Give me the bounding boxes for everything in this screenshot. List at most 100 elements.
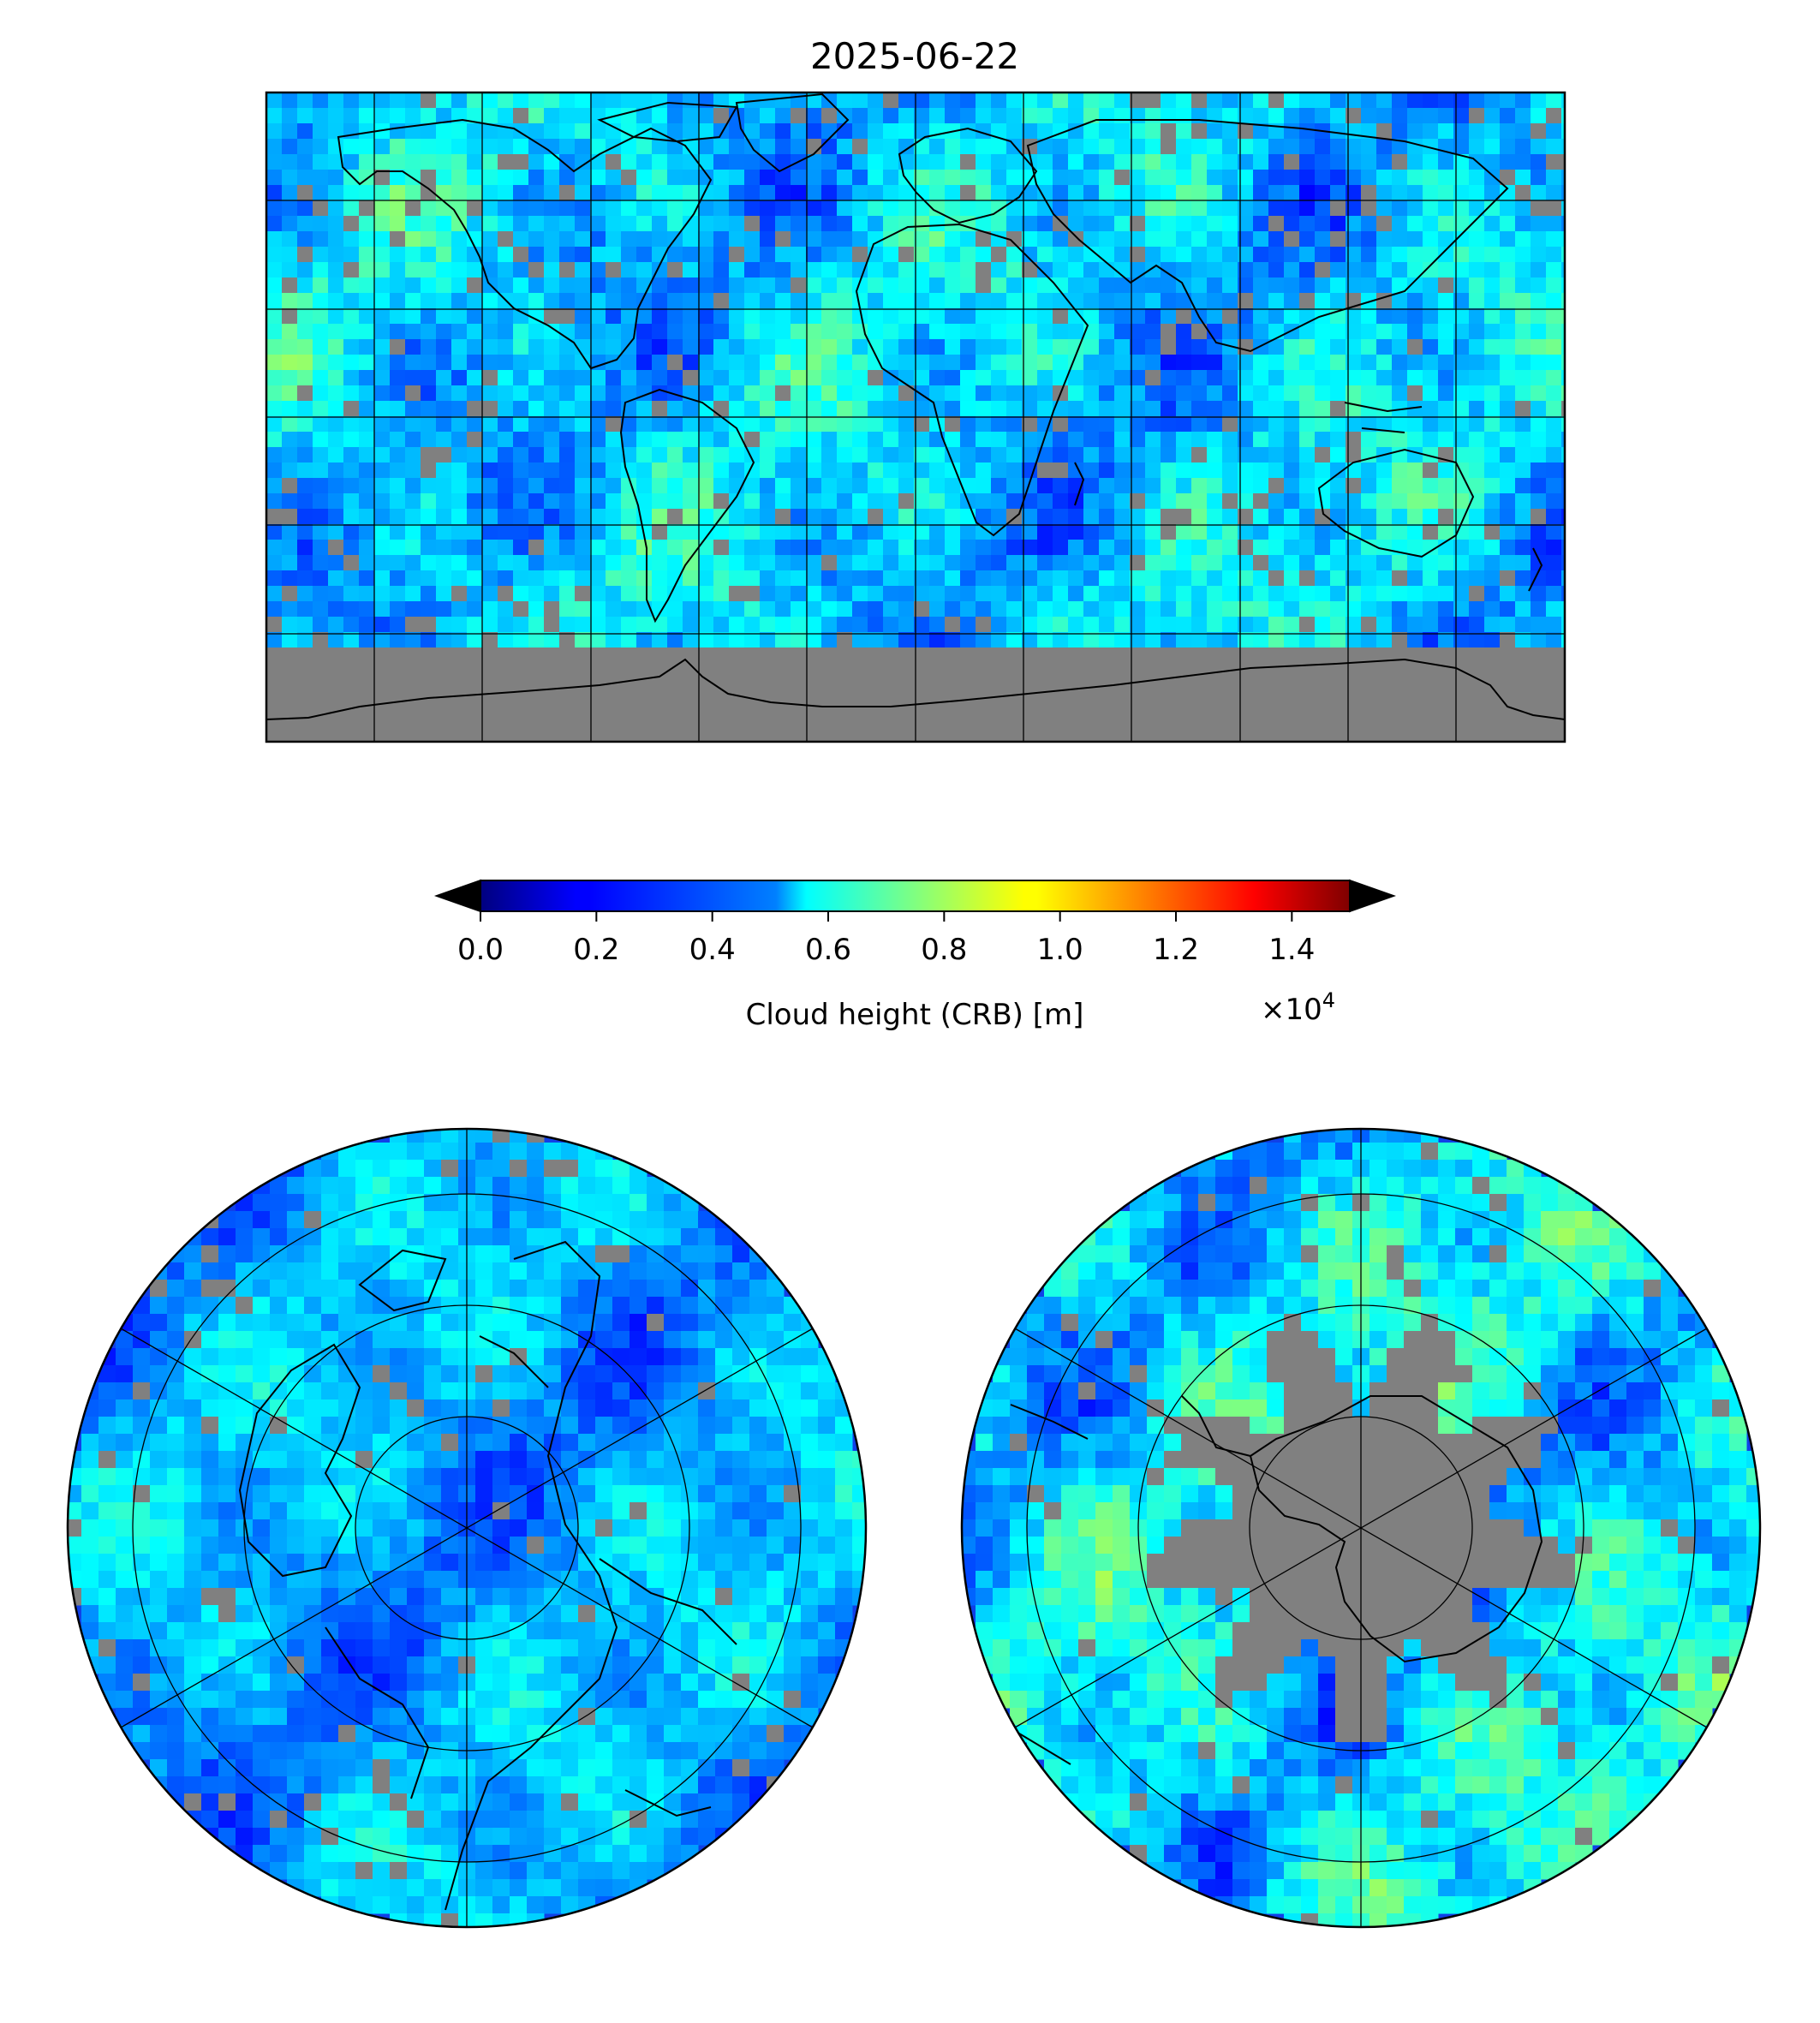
polar-field-cell — [68, 1537, 82, 1555]
polar-field-cell — [321, 1245, 339, 1263]
global-field-cell — [960, 601, 976, 618]
global-field-cell — [467, 478, 483, 494]
global-field-cell — [436, 324, 452, 340]
global-field-cell — [729, 355, 745, 371]
global-field-cell — [1361, 308, 1377, 325]
global-field-cell — [914, 308, 930, 325]
global-field-cell — [1469, 139, 1485, 155]
global-field-cell — [1546, 277, 1562, 294]
polar-field-cell — [390, 1211, 408, 1229]
polar-field-cell — [287, 1622, 305, 1640]
polar-field-cell — [767, 1280, 785, 1298]
polar-field-cell — [612, 1262, 630, 1280]
global-field-cell — [343, 462, 360, 479]
global-field-cell — [1423, 632, 1439, 648]
global-field-cell — [1238, 694, 1254, 710]
global-field-cell — [343, 678, 360, 695]
polar-field-cell — [664, 1468, 682, 1486]
global-field-cell — [667, 277, 683, 294]
global-field-cell — [1546, 570, 1562, 587]
polar-field-cell — [81, 1519, 99, 1537]
global-field-cell — [976, 200, 992, 217]
global-field-cell — [1130, 462, 1146, 479]
global-field-cell — [359, 262, 375, 278]
global-field-cell — [1083, 308, 1100, 325]
polar-field-cell — [150, 1331, 168, 1349]
polar-field-cell — [664, 1348, 682, 1366]
polar-field-cell — [321, 1297, 339, 1315]
global-field-cell — [1484, 601, 1501, 618]
global-field-cell — [1268, 262, 1285, 278]
polar-field-cell — [355, 1485, 373, 1503]
global-field-cell — [1330, 139, 1346, 155]
global-field-cell — [621, 308, 637, 325]
polar-field-cell — [818, 1588, 836, 1606]
global-field-cell — [343, 663, 360, 679]
polar-field-cell — [253, 1502, 271, 1520]
global-field-cell — [729, 200, 745, 217]
global-field-cell — [482, 308, 498, 325]
polar-field-cell — [647, 1451, 665, 1469]
global-field-cell — [313, 293, 329, 309]
global-field-cell — [683, 231, 699, 248]
global-field-cell — [1006, 462, 1023, 479]
polar-field-cell — [270, 1554, 288, 1572]
global-field-cell — [1346, 247, 1362, 263]
global-field-cell — [821, 308, 838, 325]
global-field-cell — [1346, 92, 1362, 109]
global-field-cell — [1346, 493, 1362, 510]
polar-field-cell — [407, 1639, 425, 1657]
global-field-cell — [374, 663, 391, 679]
polar-field-cell — [167, 1280, 185, 1298]
global-field-cell — [1068, 509, 1084, 525]
polar-field-cell — [510, 1177, 528, 1195]
global-field-cell — [498, 493, 514, 510]
global-field-cell — [467, 277, 483, 294]
global-field-cell — [1453, 216, 1470, 232]
global-field-cell — [1222, 324, 1238, 340]
global-field-cell — [1145, 231, 1161, 248]
polar-field-cell — [767, 1314, 785, 1332]
polar-field-cell — [578, 1160, 596, 1178]
global-field-cell — [436, 370, 452, 386]
global-field-cell — [451, 524, 468, 540]
polar-field-cell — [218, 1314, 236, 1332]
global-field-cell — [297, 170, 313, 186]
polar-field-cell — [338, 1537, 356, 1555]
global-field-cell — [744, 339, 761, 355]
global-field-cell — [821, 601, 838, 618]
global-field-cell — [590, 262, 606, 278]
global-field-cell — [1268, 540, 1285, 556]
global-field-cell — [1361, 709, 1377, 725]
global-field-cell — [929, 277, 946, 294]
global-field-cell — [1176, 586, 1192, 602]
polar-field-cell — [612, 1228, 630, 1246]
global-field-cell — [898, 694, 915, 710]
global-field-cell — [451, 170, 468, 186]
global-field-cell — [652, 447, 668, 463]
global-field-cell — [343, 200, 360, 217]
global-field-cell — [313, 524, 329, 540]
global-field-cell — [729, 308, 745, 325]
global-field-cell — [282, 231, 298, 248]
global-field-cell — [929, 555, 946, 571]
global-field-cell — [1191, 617, 1208, 633]
global-field-cell — [528, 478, 545, 494]
global-field-cell — [328, 293, 344, 309]
global-field-cell — [1268, 555, 1285, 571]
global-field-cell — [1191, 262, 1208, 278]
global-field-cell — [1222, 108, 1238, 124]
global-field-cell — [590, 123, 606, 140]
global-field-cell — [1346, 524, 1362, 540]
polar-field-cell — [732, 1365, 750, 1383]
polar-field-cell — [304, 1194, 322, 1212]
global-field-cell — [1423, 447, 1439, 463]
polar-field-cell — [801, 1639, 819, 1657]
global-field-cell — [883, 725, 899, 741]
global-field-cell — [1423, 586, 1439, 602]
polar-field-cell — [116, 1434, 134, 1452]
global-field-cell — [821, 632, 838, 648]
global-field-cell — [1022, 617, 1038, 633]
global-field-cell — [960, 108, 976, 124]
global-field-cell — [1268, 570, 1285, 587]
